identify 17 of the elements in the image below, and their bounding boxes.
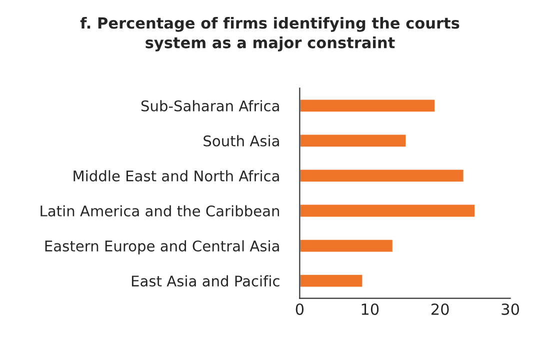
bar: [300, 133, 408, 148]
chart-title: f. Percentage of firms identifying the courts system as a major constraint: [80, 16, 460, 52]
y-tick-label: South Asia: [204, 135, 279, 146]
x-tick-label: 30: [502, 303, 520, 316]
y-tick-label: Eastern Europe and Central Asia: [45, 240, 279, 254]
x-tick-label: 20: [432, 303, 449, 316]
y-tick-label: Latin America and the Caribbean: [40, 205, 280, 216]
y-tick-label: Sub-Saharan Africa: [141, 100, 279, 112]
bar: [300, 273, 364, 288]
x-tick-label: 0: [296, 303, 304, 316]
y-tick-label: Middle East and North Africa: [74, 170, 279, 182]
bar: [300, 203, 476, 218]
bar: [300, 168, 465, 184]
bar: [300, 238, 394, 254]
y-tick-label: East Asia and Pacific: [132, 275, 280, 287]
bar: [300, 98, 436, 114]
x-tick-label: 10: [362, 303, 379, 316]
